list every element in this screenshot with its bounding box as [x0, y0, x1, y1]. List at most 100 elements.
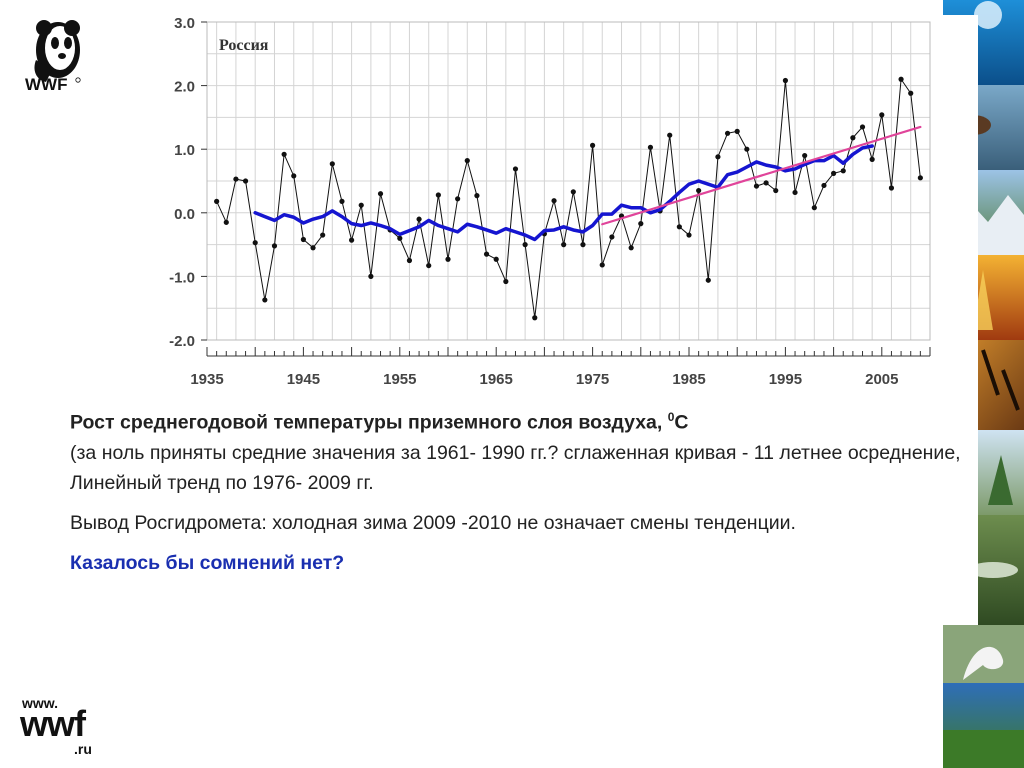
- data-point: [310, 245, 316, 251]
- data-point: [320, 232, 326, 238]
- data-point: [821, 182, 827, 189]
- data-point: [522, 242, 528, 248]
- footer-wwf: wwf: [20, 703, 86, 744]
- x-tick-label: 1965: [480, 371, 513, 388]
- data-point: [416, 216, 422, 222]
- x-tick-label: 1955: [383, 371, 416, 388]
- caption-degree: 0: [667, 410, 675, 424]
- data-point: [455, 196, 461, 202]
- data-point: [753, 183, 760, 189]
- data-point: [570, 189, 576, 195]
- data-point: [397, 235, 403, 241]
- caption-question: Казалось бы сомнений нет?: [70, 551, 345, 574]
- data-point: [811, 205, 817, 211]
- data-point: [233, 176, 239, 182]
- wwf-ru-logo: www. wwf .ru: [20, 695, 120, 765]
- data-point: [358, 202, 364, 208]
- data-point: [223, 219, 229, 225]
- data-point: [888, 185, 895, 191]
- data-point: [493, 256, 499, 262]
- data-point: [291, 173, 297, 179]
- data-point: [840, 168, 846, 174]
- data-point: [744, 146, 750, 152]
- data-point: [483, 251, 490, 257]
- data-point: [676, 224, 682, 230]
- data-point: [647, 144, 654, 150]
- data-point: [214, 198, 220, 204]
- trend-line: [601, 125, 922, 226]
- data-point: [638, 221, 644, 227]
- x-tick-label: 1945: [287, 371, 320, 388]
- data-point: [262, 297, 268, 303]
- data-point: [426, 262, 432, 269]
- data-point: [869, 156, 875, 162]
- data-point: [532, 315, 538, 321]
- data-point: [339, 198, 345, 204]
- data-point: [503, 278, 509, 285]
- data-point: [435, 192, 441, 198]
- y-tick-label: 3.0: [174, 15, 195, 32]
- y-tick-label: 1.0: [174, 142, 195, 159]
- x-tick-label: 1935: [190, 371, 223, 388]
- caption-note: (за ноль приняты средние значения за 196…: [70, 441, 961, 494]
- data-point: [917, 175, 923, 181]
- data-point: [686, 232, 692, 238]
- data-point: [802, 152, 808, 159]
- data-point: [590, 142, 596, 148]
- data-point: [908, 90, 914, 96]
- data-point: [773, 187, 779, 194]
- data-point: [599, 262, 605, 268]
- x-tick-label: 1985: [672, 371, 705, 388]
- data-point: [561, 242, 567, 248]
- x-tick-label: 1975: [576, 371, 609, 388]
- data-point: [349, 237, 355, 243]
- data-point: [464, 158, 470, 164]
- footer-www: www.: [22, 695, 59, 711]
- data-point: [782, 77, 789, 84]
- data-point: [609, 234, 615, 240]
- smoothed-series: [253, 144, 874, 242]
- caption-title: Рост среднегодовой температуры приземног…: [70, 411, 668, 434]
- data-point: [859, 124, 866, 130]
- data-point: [551, 198, 557, 204]
- wwf-logo-text: WWF: [25, 75, 68, 94]
- x-tick-label: 1995: [769, 371, 802, 388]
- data-point: [512, 166, 519, 172]
- y-tick-label: 2.0: [174, 79, 195, 96]
- y-tick-label: 0.0: [174, 206, 195, 223]
- data-point: [271, 243, 278, 249]
- data-point: [368, 273, 374, 279]
- data-point: [329, 161, 335, 167]
- y-tick-label: -2.0: [169, 333, 195, 350]
- data-point: [705, 277, 711, 283]
- x-tick-label: 2005: [865, 371, 898, 388]
- data-point: [377, 191, 384, 197]
- data-point: [474, 193, 480, 199]
- data-point: [281, 151, 287, 157]
- data-point: [252, 240, 258, 246]
- data-point: [667, 132, 673, 138]
- footer-ru: .ru: [74, 741, 92, 757]
- wwf-panda-logo: [22, 10, 94, 100]
- data-point: [763, 180, 769, 186]
- data-point: [242, 178, 249, 184]
- y-tick-label: -1.0: [169, 269, 195, 286]
- plot-frame: [206, 21, 931, 341]
- caption-unit: C: [674, 411, 689, 434]
- data-point: [300, 236, 306, 243]
- temperature-chart: 3.0 2.0 1.0 0.0 -1.0 -2.0 1935 1945 1955 1965 1975…: [120, 0, 950, 395]
- data-point: [734, 128, 740, 134]
- chart-title: Россия: [219, 37, 269, 54]
- caption-conclusion: Вывод Росгидромета: холодная зима 2009 -…: [70, 511, 796, 534]
- data-point: [850, 135, 856, 141]
- data-point: [696, 187, 702, 194]
- data-point: [724, 130, 731, 136]
- data-point: [831, 170, 837, 176]
- caption-description: Рост среднегодовой температуры приземног…: [70, 402, 970, 498]
- data-point: [628, 245, 634, 251]
- data-point: [580, 242, 586, 248]
- data-point: [879, 112, 885, 118]
- data-point: [898, 76, 904, 82]
- data-point: [715, 154, 721, 160]
- data-point: [445, 256, 451, 262]
